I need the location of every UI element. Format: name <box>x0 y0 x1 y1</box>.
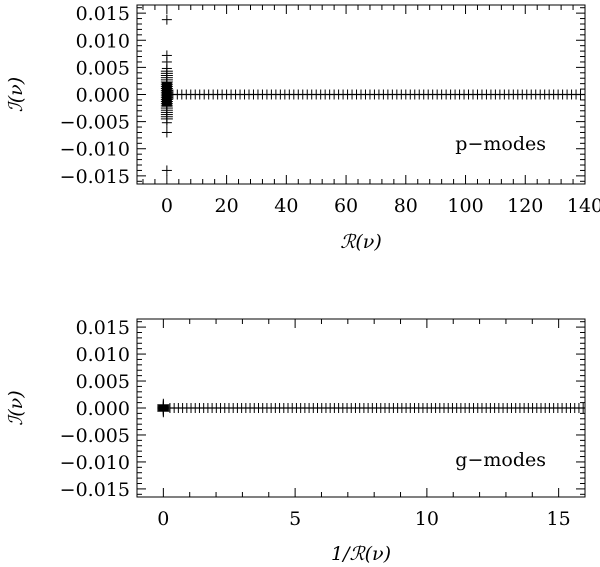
x-tick-label: 120 <box>507 195 543 217</box>
x-axis-title: 1/ℛ(ν) <box>331 543 391 565</box>
g-modes-panel: 0 5 10 15 0.015 0.010 0.005 0.000 −0.005 −0.010 −0… <box>5 317 586 565</box>
y-tick-label: −0.010 <box>60 452 130 474</box>
x-tick-label: 60 <box>334 195 358 217</box>
mode-annotation: p−modes <box>455 133 546 155</box>
x-tick-label: 0 <box>157 508 169 530</box>
x-axis-title: ℛ(ν) <box>340 231 382 253</box>
p-modes-panel: 0 20 40 60 80 100 120 140 0.015 0.010 0.005 0.000 −0… <box>5 3 600 253</box>
y-tick-label: 0.005 <box>76 371 130 393</box>
y-tick-label: 0.005 <box>76 57 130 79</box>
y-tick-label: −0.005 <box>60 112 130 134</box>
y-axis-title: ℐ(ν) <box>5 390 27 425</box>
x-tick-label: 0 <box>161 195 173 217</box>
y-tick-label: −0.010 <box>60 139 130 161</box>
x-tick-label: 20 <box>215 195 239 217</box>
y-tick-label: −0.015 <box>60 479 130 501</box>
x-tick-label: 5 <box>289 508 301 530</box>
y-tick-label: −0.015 <box>60 166 130 188</box>
y-tick-label: 0.010 <box>76 30 130 52</box>
x-tick-label: 10 <box>415 508 439 530</box>
y-tick-label: 0.000 <box>76 85 130 107</box>
x-tick-label: 100 <box>447 195 483 217</box>
x-tick-label: 15 <box>547 508 571 530</box>
dense-cluster <box>158 405 169 411</box>
y-tick-label: 0.015 <box>76 3 130 25</box>
mode-annotation: g−modes <box>455 449 546 471</box>
y-tick-label: 0.000 <box>76 398 130 420</box>
y-tick-label: 0.010 <box>76 344 130 366</box>
y-tick-label: −0.005 <box>60 425 130 447</box>
x-tick-label: 80 <box>394 195 418 217</box>
dense-cluster <box>161 82 172 107</box>
x-tick-label: 40 <box>274 195 298 217</box>
y-tick-label: 0.015 <box>76 317 130 339</box>
y-axis-title: ℐ(ν) <box>5 77 27 112</box>
x-tick-label: 140 <box>567 195 600 217</box>
